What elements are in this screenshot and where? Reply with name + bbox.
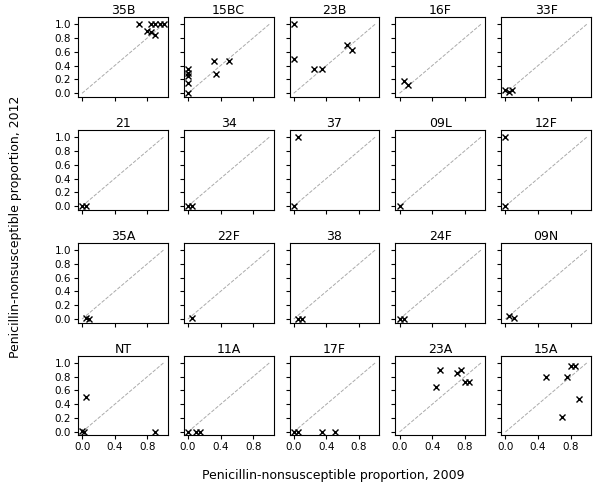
Title: 37: 37 xyxy=(326,117,343,130)
Title: 11A: 11A xyxy=(217,343,241,356)
Title: 23A: 23A xyxy=(428,343,452,356)
Title: 16F: 16F xyxy=(429,4,452,17)
Title: 09L: 09L xyxy=(429,117,452,130)
Title: 22F: 22F xyxy=(217,230,240,243)
Title: 35B: 35B xyxy=(110,4,135,17)
Text: Penicillin-nonsusceptible proportion, 2009: Penicillin-nonsusceptible proportion, 20… xyxy=(202,469,464,482)
Title: 21: 21 xyxy=(115,117,131,130)
Title: 35A: 35A xyxy=(110,230,135,243)
Title: 38: 38 xyxy=(326,230,343,243)
Title: 24F: 24F xyxy=(429,230,452,243)
Title: 15A: 15A xyxy=(534,343,559,356)
Title: 34: 34 xyxy=(221,117,236,130)
Title: 09N: 09N xyxy=(533,230,559,243)
Title: 12F: 12F xyxy=(535,117,557,130)
Title: 17F: 17F xyxy=(323,343,346,356)
Title: 15BC: 15BC xyxy=(212,4,245,17)
Title: NT: NT xyxy=(114,343,131,356)
Title: 23B: 23B xyxy=(322,4,347,17)
Text: Penicillin-nonsusceptible proportion, 2012: Penicillin-nonsusceptible proportion, 20… xyxy=(9,95,22,358)
Title: 33F: 33F xyxy=(535,4,557,17)
